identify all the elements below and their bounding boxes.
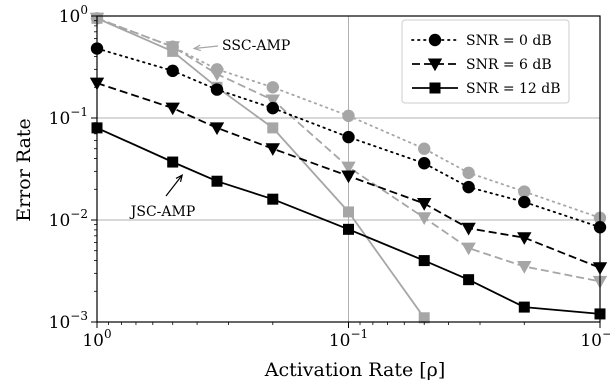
- jsc-amp-snr-6-series: [89, 77, 608, 275]
- legend-marker: [427, 58, 443, 72]
- jsc-amp-snr-0-point: [418, 157, 431, 170]
- ssc-amp-snr-0-point: [342, 109, 355, 123]
- ssc-amp-snr-0-point: [266, 81, 279, 94]
- jsc-amp-snr-12-point: [343, 223, 354, 235]
- jsc-amp-snr-0-point: [462, 180, 475, 194]
- jsc-amp-snr-6-point: [209, 122, 225, 136]
- ssc-amp-annotation: SSC-AMP: [222, 38, 290, 54]
- jsc-amp-arrow: [165, 173, 184, 197]
- jsc-amp-snr-0-point: [166, 64, 179, 78]
- legend-label: SNR = 6 dB: [466, 57, 552, 73]
- x-tick-label: 10−1: [329, 327, 368, 351]
- axis-ticks: 100 10−1 10−2 100 10−1 10−2 10−3: [49, 3, 610, 351]
- ssc-amp-snr-12-point: [343, 206, 354, 218]
- y-tick-label: 10−2: [49, 207, 88, 231]
- jsc-amp-snr-12-point: [167, 156, 179, 168]
- jsc-amp-snr-12-point: [418, 255, 430, 267]
- legend-label: SNR = 12 dB: [466, 81, 561, 97]
- x-tick-label: 10−2: [580, 327, 610, 351]
- ssc-amp-snr-6-point: [461, 242, 476, 256]
- ssc-amp-snr-12-point: [267, 122, 279, 134]
- x-axis-label: Activation Rate [ρ]: [264, 359, 446, 381]
- jsc-amp-snr-6-point: [417, 198, 432, 211]
- jsc-amp-snr-12-point: [267, 193, 279, 205]
- ssc-amp-snr-0-point: [462, 166, 475, 180]
- jsc-amp-snr-12-point: [518, 301, 530, 313]
- y-tick-label: 100: [59, 3, 88, 27]
- y-tick-label: 10−1: [49, 105, 88, 129]
- jsc-amp-annotation: JSC-AMP: [129, 204, 196, 220]
- jsc-amp-snr-0-point: [210, 83, 224, 96]
- legend-marker: [428, 33, 442, 47]
- jsc-amp-snr-0-series: [90, 42, 607, 234]
- jsc-amp-snr-6-point: [461, 222, 476, 236]
- ssc-amp-snr-0-point: [518, 185, 531, 198]
- jsc-amp-snr-6-point: [165, 102, 180, 116]
- legend-item-snr-0: SNR = 0 dB: [411, 33, 552, 49]
- jsc-amp-snr-6-point: [517, 232, 532, 245]
- ssc-amp-snr-6-point: [417, 212, 432, 225]
- ssc-amp-arrow: [192, 44, 219, 52]
- ssc-amp-snr-12-point: [167, 45, 179, 57]
- jsc-amp-snr-6-point: [265, 143, 280, 156]
- ssc-amp-snr-6-point: [517, 261, 532, 274]
- jsc-amp-snr-12-point: [463, 274, 475, 286]
- ssc-amp-snr-12-series: [91, 12, 430, 324]
- series-layer: [89, 12, 608, 324]
- ssc-amp-snr-12-line: [96, 17, 425, 319]
- ssc-amp-snr-6-point: [341, 161, 356, 175]
- legend-marker: [429, 82, 441, 94]
- ssc-amp-snr-12-point: [418, 312, 430, 324]
- legend-item-snr-2: SNR = 12 dB: [412, 81, 561, 97]
- ssc-amp-snr-6-point: [265, 94, 280, 108]
- jsc-amp-snr-0-point: [266, 101, 279, 115]
- jsc-amp-snr-12-point: [211, 175, 223, 187]
- x-tick-label: 100: [82, 327, 111, 351]
- ssc-amp-snr-0-point: [418, 142, 431, 155]
- annotations: SSC-AMP JSC-AMP: [129, 38, 291, 220]
- jsc-amp-snr-6-point: [341, 170, 356, 184]
- legend: SNR = 0 dB SNR = 6 dB SNR = 12 dB: [401, 19, 570, 104]
- legend-item-snr-1: SNR = 6 dB: [412, 57, 552, 73]
- jsc-amp-snr-0-point: [518, 195, 531, 209]
- y-axis-label: Error Rate: [13, 118, 35, 222]
- ssc-amp-snr-6-point: [209, 68, 225, 82]
- y-tick-label: 10−3: [49, 309, 88, 333]
- jsc-amp-snr-0-point: [342, 130, 355, 144]
- legend-label: SNR = 0 dB: [466, 33, 552, 49]
